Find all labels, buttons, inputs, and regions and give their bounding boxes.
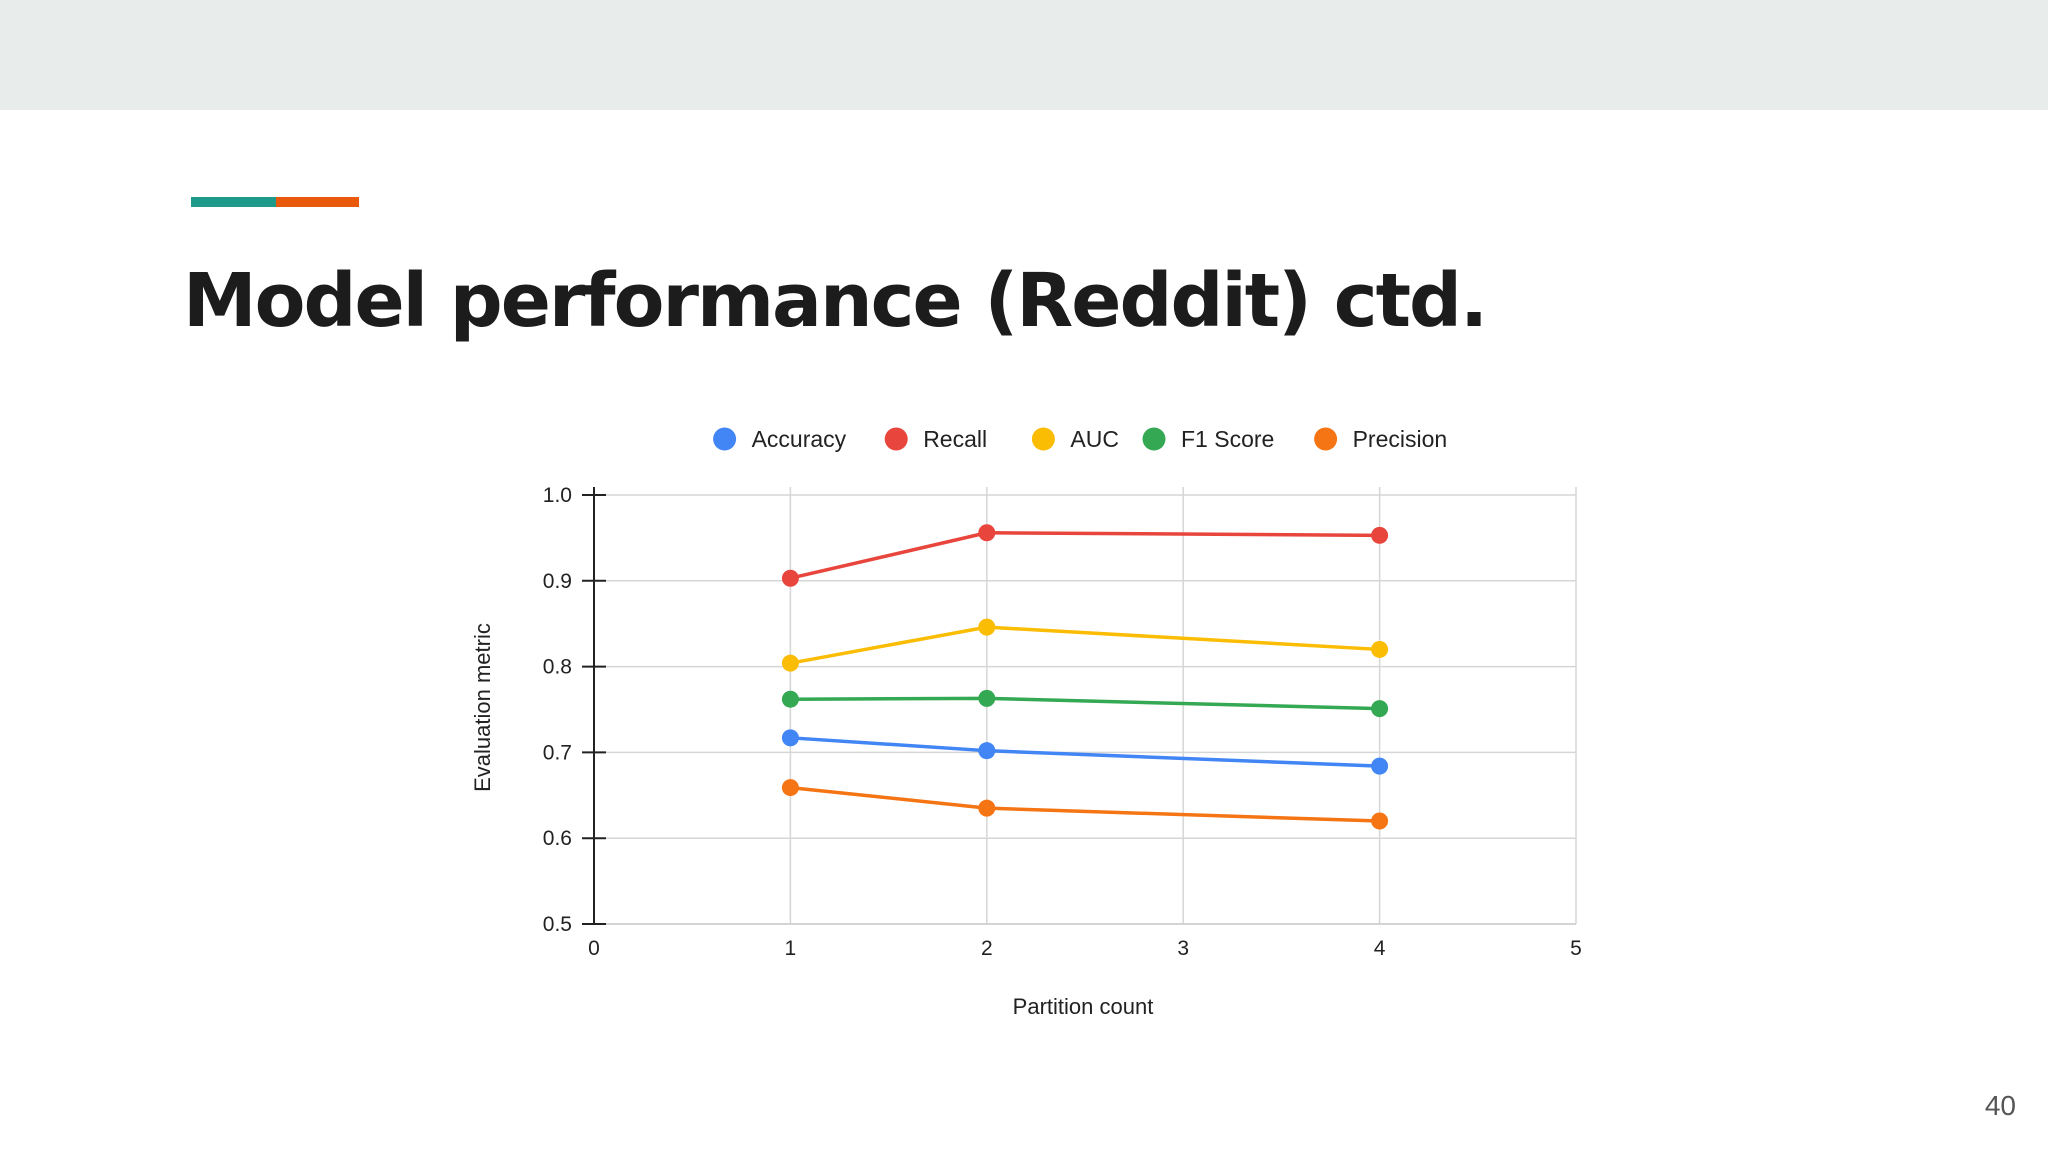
- x-tick-label: 2: [981, 937, 993, 960]
- legend-label-f1-score: F1 Score: [1181, 426, 1274, 452]
- y-tick-label: 0.9: [543, 570, 572, 593]
- data-point-precision: [1371, 812, 1389, 830]
- series-line-auc: [788, 625, 1382, 665]
- legend-label-accuracy: Accuracy: [752, 426, 847, 452]
- legend-marker-f1-score: [1142, 427, 1166, 451]
- top-band: [0, 0, 2048, 110]
- data-point-recall: [978, 524, 996, 542]
- x-tick-label: 0: [588, 937, 600, 960]
- y-tick-label: 0.8: [543, 656, 572, 679]
- series-line-f1-score: [788, 696, 1382, 711]
- legend-marker-precision: [1314, 427, 1338, 451]
- y-tick-label: 0.7: [543, 741, 572, 764]
- data-point-auc: [1371, 640, 1389, 658]
- data-point-precision: [978, 799, 996, 817]
- y-tick-label: 0.5: [543, 913, 572, 936]
- data-point-auc: [978, 618, 996, 636]
- x-tick-label: 1: [785, 937, 797, 960]
- series-line-precision: [788, 785, 1382, 823]
- data-point-f1-score: [781, 690, 799, 708]
- data-point-accuracy: [781, 729, 799, 747]
- legend-marker-accuracy: [713, 427, 737, 451]
- x-tick-label: 5: [1570, 937, 1582, 960]
- data-point-auc: [781, 654, 799, 672]
- legend-label-precision: Precision: [1353, 426, 1448, 452]
- title-accent-teal: [191, 197, 276, 207]
- series-line-recall: [788, 531, 1382, 580]
- slide-title: Model performance (Reddit) ctd.: [183, 258, 1488, 344]
- y-tick-label: 0.6: [543, 827, 572, 850]
- legend-marker-auc: [1031, 427, 1055, 451]
- y-axis-title: Evaluation metric: [470, 623, 495, 792]
- legend-label-auc: AUC: [1070, 426, 1119, 452]
- data-point-recall: [781, 569, 799, 587]
- x-tick-label: 4: [1374, 937, 1386, 960]
- data-point-accuracy: [978, 742, 996, 760]
- x-axis-title: Partition count: [1013, 994, 1154, 1019]
- data-point-recall: [1371, 526, 1389, 544]
- data-point-f1-score: [978, 689, 996, 707]
- title-accent-orange: [276, 197, 359, 207]
- legend-label-recall: Recall: [923, 426, 987, 452]
- page-number: 40: [1984, 1090, 2016, 1121]
- data-point-precision: [781, 779, 799, 797]
- y-tick-label: 1.0: [543, 484, 572, 507]
- x-tick-label: 3: [1177, 937, 1189, 960]
- legend-marker-recall: [884, 427, 908, 451]
- data-point-accuracy: [1371, 757, 1389, 775]
- data-point-f1-score: [1371, 700, 1389, 718]
